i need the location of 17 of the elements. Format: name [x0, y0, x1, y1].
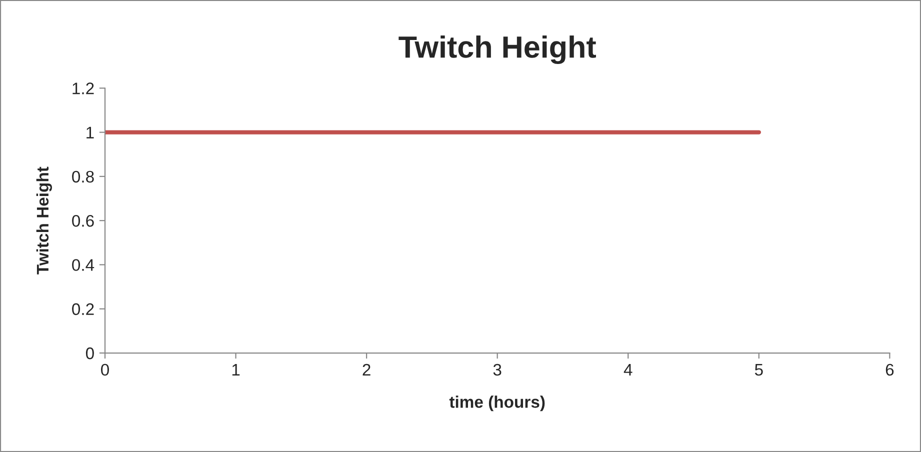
- x-tick-label: 3: [493, 364, 502, 376]
- y-tick-label: 1: [86, 126, 94, 138]
- y-tick-label: 0.4: [72, 259, 94, 271]
- x-tick-label: 0: [101, 364, 109, 376]
- y-tick-label: 0.8: [72, 170, 94, 183]
- chart-title: Twitch Height: [398, 35, 596, 64]
- y-axis-title: Twitch Height: [36, 166, 52, 274]
- x-tick-label: 1: [232, 364, 240, 376]
- y-tick-label: 0: [86, 347, 94, 360]
- x-tick-label: 5: [754, 364, 763, 376]
- y-tick-label: 0.6: [72, 214, 94, 227]
- y-tick-label: 0.2: [72, 303, 94, 316]
- x-tick-label: 2: [362, 364, 370, 376]
- y-tick-label: 1.2: [72, 82, 94, 94]
- x-axis-title: time (hours): [449, 396, 545, 412]
- x-tick-label: 4: [624, 364, 632, 376]
- x-tick-label: 6: [886, 364, 894, 376]
